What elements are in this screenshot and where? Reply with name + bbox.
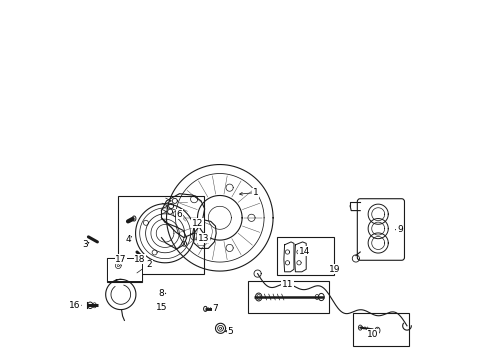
Text: 4: 4 xyxy=(125,235,131,244)
Bar xyxy=(107,258,143,281)
Text: 7: 7 xyxy=(213,304,219,313)
Text: 14: 14 xyxy=(299,247,310,256)
Text: 1: 1 xyxy=(253,188,259,197)
Text: 13: 13 xyxy=(198,234,209,243)
Text: 8: 8 xyxy=(159,289,164,298)
Text: 12: 12 xyxy=(192,219,203,228)
Bar xyxy=(248,281,328,313)
Text: 11: 11 xyxy=(282,280,293,289)
Text: 6: 6 xyxy=(176,210,182,219)
Text: 2: 2 xyxy=(147,260,152,269)
Text: 9: 9 xyxy=(397,225,403,234)
Bar xyxy=(353,313,409,346)
Text: 10: 10 xyxy=(367,330,379,339)
Text: 16: 16 xyxy=(69,301,81,310)
Text: 15: 15 xyxy=(156,303,167,312)
Bar xyxy=(107,258,143,282)
Bar xyxy=(277,237,334,275)
Bar xyxy=(118,196,204,274)
Text: 3: 3 xyxy=(82,240,88,249)
Text: 19: 19 xyxy=(328,265,340,274)
Text: 17: 17 xyxy=(115,255,126,264)
Text: 5: 5 xyxy=(228,327,233,336)
FancyBboxPatch shape xyxy=(357,199,404,260)
Text: 18: 18 xyxy=(134,255,146,264)
